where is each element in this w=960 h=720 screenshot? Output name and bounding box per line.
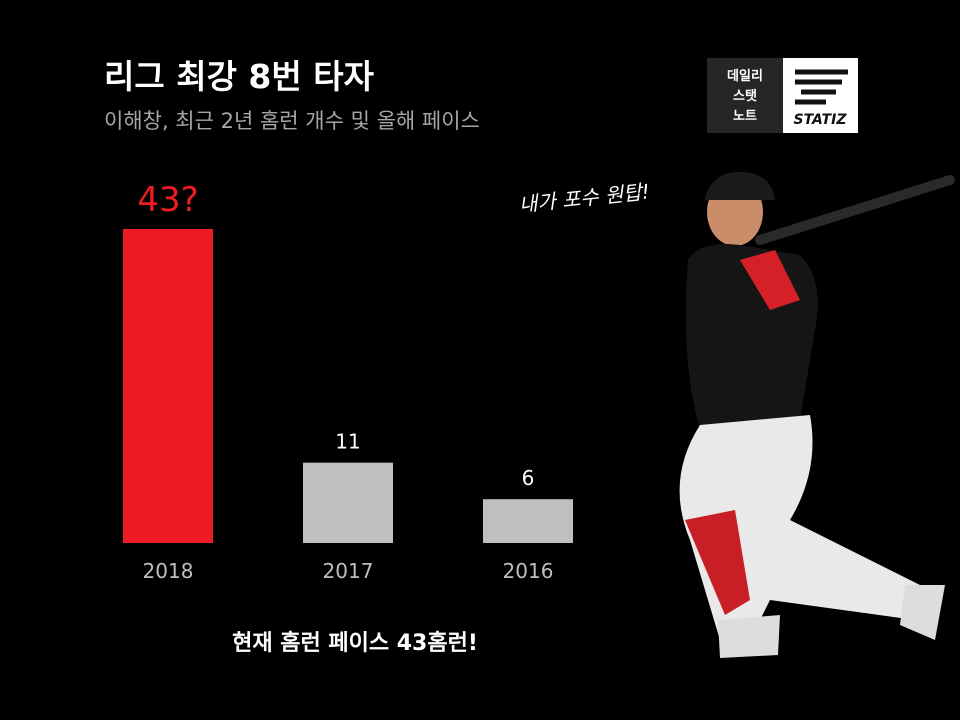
logo-line: 노트 — [733, 109, 757, 124]
footnote: 현재 홈런 페이스 43홈런! — [232, 631, 478, 656]
value-label: 6 — [522, 466, 535, 490]
logo: 데일리 스탯 노트 STATIZ — [707, 58, 858, 133]
logo-brand: STATIZ — [794, 112, 848, 128]
player-photo — [679, 171, 955, 658]
x-tick-label: 2018 — [143, 559, 194, 583]
shin-guard — [685, 510, 750, 615]
x-tick-label: 2016 — [503, 559, 554, 583]
shoe — [900, 585, 945, 640]
chart-subtitle: 이해창, 최근 2년 홈런 개수 및 올해 페이스 — [104, 109, 480, 133]
value-label: 11 — [335, 430, 360, 454]
logo-line: 스탯 — [733, 88, 757, 104]
logo-dark-box — [707, 58, 783, 133]
bar — [483, 499, 573, 543]
value-label: 43? — [137, 180, 198, 220]
shoe — [718, 615, 780, 658]
bar — [303, 462, 393, 543]
x-tick-label: 2017 — [323, 559, 374, 583]
logo-stripes — [795, 69, 848, 105]
arm-guard — [740, 250, 800, 310]
logo-line: 데일리 — [727, 68, 763, 84]
bat — [755, 175, 955, 245]
bar — [123, 229, 213, 543]
helmet — [705, 171, 775, 200]
chart-title: 리그 최강 8번 타자 — [104, 57, 375, 96]
